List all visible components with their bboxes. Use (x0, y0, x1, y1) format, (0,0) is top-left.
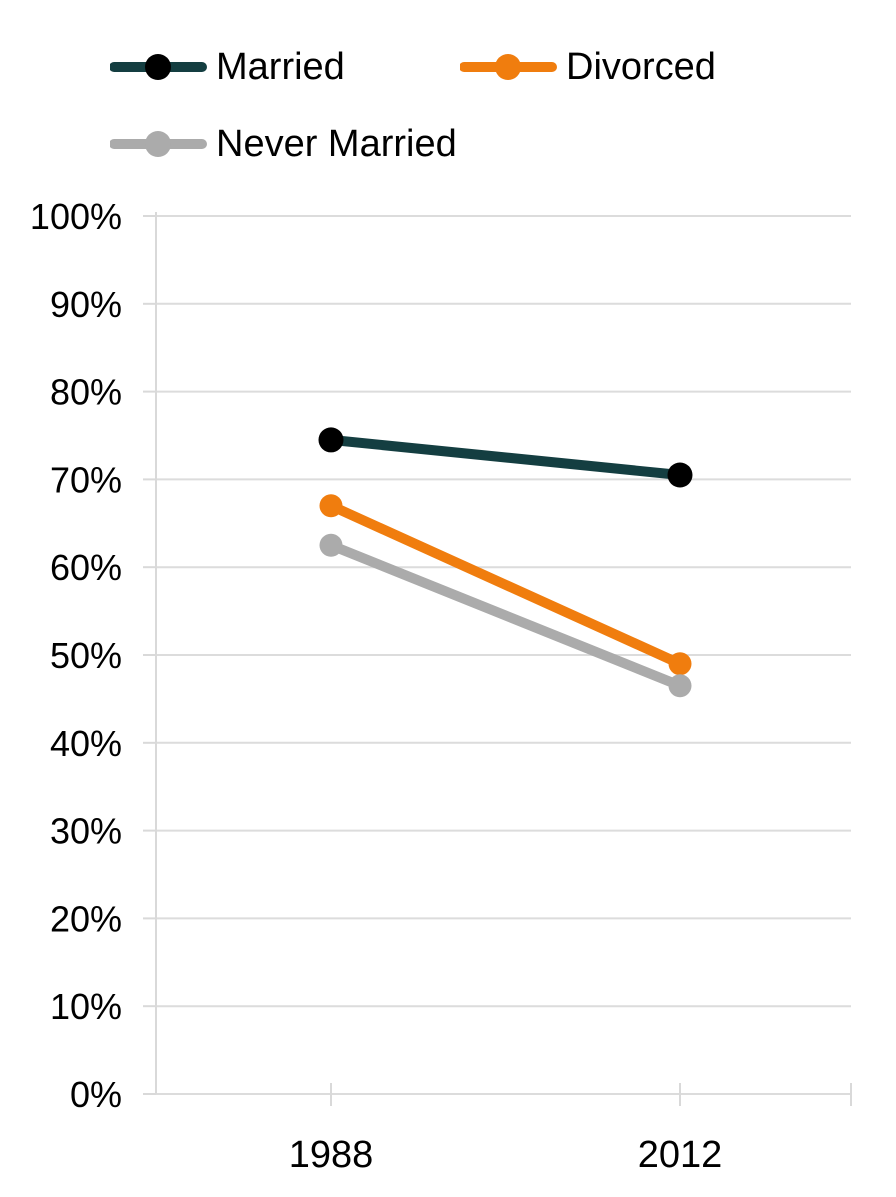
data-point-married (318, 427, 344, 453)
data-point-married (667, 462, 693, 488)
series-line-never-married (326, 540, 685, 691)
y-axis-label: 0% (70, 1074, 122, 1115)
y-axis-label: 100% (30, 196, 122, 237)
series-group (318, 427, 693, 698)
legend-item-never-married: Never Married (110, 105, 460, 182)
data-point-divorced (319, 494, 343, 518)
legend-swatch-never-married-icon (110, 130, 207, 157)
y-axis-label: 90% (50, 284, 122, 325)
y-axis-label: 70% (50, 459, 122, 500)
series-line-divorced (326, 500, 685, 669)
legend-swatch-divorced-icon (460, 53, 557, 80)
data-point-never-married (319, 533, 343, 557)
legend-label-married: Married (216, 45, 345, 88)
y-axis-label: 60% (50, 547, 122, 588)
legend-item-divorced: Divorced (460, 28, 810, 105)
y-axis-label: 50% (50, 635, 122, 676)
y-axis-labels-group: 0% 10% 20% 30% 40% 50% 60% 70% 80% 90% 100% (30, 196, 122, 1115)
legend-item-married: Married (110, 28, 460, 105)
axes-group (143, 212, 852, 1106)
legend-label-never-married: Never Married (216, 122, 457, 165)
gridlines-group (156, 215, 851, 1095)
y-axis-label: 80% (50, 372, 122, 413)
legend-swatch-married-icon (110, 53, 207, 80)
legend-label-divorced: Divorced (566, 45, 716, 88)
chart-legend: Married Divorced Never Married (110, 28, 850, 182)
y-axis-label: 40% (50, 723, 122, 764)
series-line-married (326, 434, 685, 481)
data-point-never-married (668, 674, 692, 698)
y-axis-label: 10% (50, 986, 122, 1027)
legend-dot-never-married (145, 130, 171, 157)
y-axis-label: 30% (50, 811, 122, 852)
x-axis-label: 2012 (638, 1134, 723, 1176)
data-point-divorced (668, 652, 692, 676)
y-axis-label: 20% (50, 898, 122, 939)
x-axis-labels-group: 1988 2012 (289, 1134, 723, 1176)
legend-dot-married (145, 53, 171, 80)
legend-dot-divorced (495, 53, 521, 80)
x-axis-label: 1988 (289, 1134, 374, 1176)
